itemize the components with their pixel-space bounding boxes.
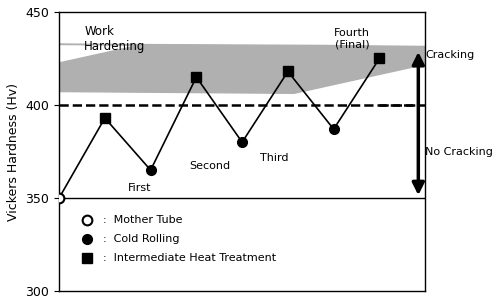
Text: Fourth
(Final): Fourth (Final) bbox=[334, 28, 370, 49]
Y-axis label: Vickers Hardness (Hv): Vickers Hardness (Hv) bbox=[7, 83, 20, 221]
FancyArrow shape bbox=[0, 43, 500, 93]
Text: Third: Third bbox=[260, 153, 289, 163]
Text: :  Intermediate Heat Treatment: : Intermediate Heat Treatment bbox=[102, 252, 276, 263]
Text: First: First bbox=[128, 183, 151, 193]
Text: No Cracking: No Cracking bbox=[425, 147, 493, 156]
Text: Cracking: Cracking bbox=[425, 50, 474, 60]
Text: Second: Second bbox=[190, 161, 230, 171]
Text: :  Mother Tube: : Mother Tube bbox=[102, 215, 182, 225]
Text: Work
Hardening: Work Hardening bbox=[84, 25, 146, 53]
Text: :  Cold Rolling: : Cold Rolling bbox=[102, 234, 179, 244]
